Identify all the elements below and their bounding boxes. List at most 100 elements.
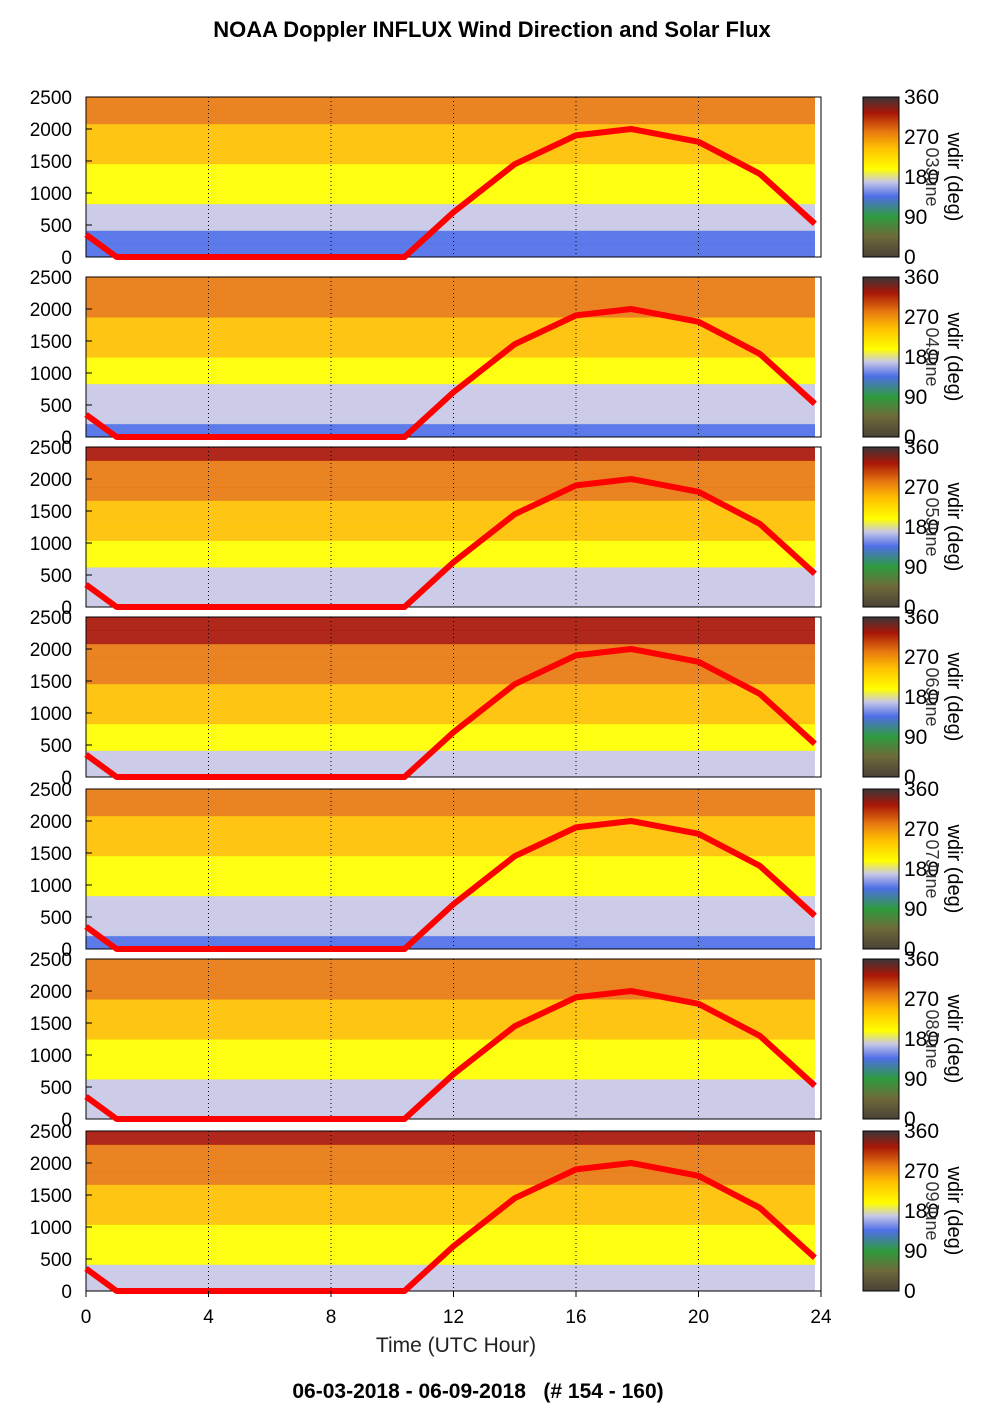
heatmap-band	[86, 959, 815, 973]
colorbar-tick-label: 270	[904, 988, 939, 1011]
day-label: 07June	[922, 839, 942, 898]
heatmap-band	[86, 277, 815, 291]
heatmap-band	[86, 357, 815, 371]
y-tick-label: 0	[61, 768, 72, 789]
heatmap-band	[86, 553, 815, 568]
solar-flux-line	[84, 126, 817, 260]
y-tick-label: 2000	[30, 982, 72, 1003]
colorbar-tick-label: 180	[904, 516, 939, 539]
y-tick-label: 1000	[30, 534, 72, 555]
heatmap-band	[86, 909, 815, 923]
heatmap-band	[86, 1224, 815, 1239]
heatmap-band	[86, 567, 815, 581]
y-tick-label: 1000	[30, 364, 72, 385]
heatmap-band	[86, 922, 815, 937]
solar-flux-line	[84, 476, 817, 610]
y-tick-label: 2500	[30, 268, 72, 289]
heatmap-band	[86, 230, 815, 245]
colorbar-tick-label: 180	[904, 346, 939, 369]
y-tick-label: 1000	[30, 1218, 72, 1239]
y-tick-label: 2500	[30, 780, 72, 801]
colorbar-label: wdir (deg)	[943, 312, 965, 402]
colorbar-tick-label: 180	[904, 686, 939, 709]
colorbar-tick-label: 90	[904, 386, 927, 409]
colorbar-tick-label: 270	[904, 818, 939, 841]
heatmap-band	[86, 750, 815, 765]
heatmap-band	[86, 789, 815, 803]
heatmap-band	[86, 630, 815, 645]
panel-05June: 0 500 1000 1500 2000 2500 0 90 180 270 360 wdir (de…	[30, 436, 965, 619]
y-tick-label: 2000	[30, 120, 72, 141]
solar-flux-line	[84, 306, 817, 440]
heatmap-band	[86, 1197, 815, 1212]
colorbar-label: wdir (deg)	[943, 652, 965, 742]
y-tick-label: 1000	[30, 876, 72, 897]
colorbar-tick-label: 90	[904, 726, 927, 749]
heatmap-band	[86, 203, 815, 218]
y-tick-label: 500	[40, 736, 72, 757]
colorbar-tick-label: 360	[904, 266, 939, 289]
solar-flux-line	[84, 1160, 817, 1294]
solar-flux-line	[84, 988, 817, 1122]
colorbar-tick-label: 0	[904, 766, 916, 789]
y-tick-label: 1500	[30, 152, 72, 173]
heatmap-band	[86, 643, 815, 658]
y-tick-label: 500	[40, 396, 72, 417]
heatmap-band	[86, 460, 815, 475]
heatmap-band	[86, 1039, 815, 1053]
panel-08June: 0 500 1000 1500 2000 2500 0 90 180 270 360 wdir (de…	[30, 948, 965, 1131]
colorbar-tick-label: 0	[904, 246, 916, 269]
y-tick-label: 1500	[30, 1014, 72, 1035]
y-tick-label: 2000	[30, 470, 72, 491]
heatmap-band	[86, 842, 815, 857]
heatmap-band	[86, 737, 815, 751]
heatmap-band	[86, 985, 815, 1000]
colorbar-tick-label: 270	[904, 1160, 939, 1183]
heatmap-band	[86, 290, 815, 305]
colorbar	[862, 276, 900, 438]
colorbar-tick-label: 180	[904, 1200, 939, 1223]
heatmap-band	[86, 163, 815, 178]
heatmap-band	[86, 895, 815, 910]
heatmap-band	[86, 1052, 815, 1067]
heatmap-band	[86, 317, 815, 331]
y-tick-label: 500	[40, 1078, 72, 1099]
colorbar-label: wdir (deg)	[943, 482, 965, 572]
heatmap-band	[86, 1092, 815, 1107]
y-tick-label: 1500	[30, 332, 72, 353]
x-tick-label: 4	[203, 1307, 214, 1328]
colorbar-label: wdir (deg)	[943, 824, 965, 914]
colorbar-tick-label: 90	[904, 1068, 927, 1091]
y-tick-label: 0	[61, 1282, 72, 1303]
y-tick-label: 0	[61, 1110, 72, 1131]
heatmap-band	[86, 540, 815, 555]
colorbar	[862, 616, 900, 778]
y-tick-label: 2500	[30, 950, 72, 971]
y-tick-label: 0	[61, 598, 72, 619]
colorbar	[862, 1130, 900, 1292]
colorbar-tick-label: 90	[904, 206, 927, 229]
heatmap-band	[86, 1264, 815, 1279]
heatmap-band	[86, 97, 815, 111]
panel-06June: 0 500 1000 1500 2000 2500 0 90 180 270 360 wdir (de…	[30, 606, 965, 789]
colorbar-tick-label: 0	[904, 1280, 916, 1303]
y-tick-label: 500	[40, 1250, 72, 1271]
y-tick-label: 1500	[30, 1186, 72, 1207]
heatmap-band	[86, 683, 815, 698]
y-tick-label: 2000	[30, 1154, 72, 1175]
heatmap-band	[86, 670, 815, 685]
heatmap-band	[86, 1065, 815, 1080]
heatmap-band	[86, 580, 815, 595]
heatmap-band	[86, 513, 815, 528]
x-tick-label: 0	[81, 1307, 92, 1328]
heatmap-band	[86, 123, 815, 138]
heatmap-band	[86, 999, 815, 1013]
colorbar-tick-label: 270	[904, 126, 939, 149]
y-tick-label: 1500	[30, 502, 72, 523]
heatmap-band	[86, 882, 815, 897]
colorbar-label: wdir (deg)	[943, 132, 965, 222]
colorbar-tick-label: 270	[904, 646, 939, 669]
heatmap-band	[86, 487, 815, 501]
colorbar-label: wdir (deg)	[943, 994, 965, 1084]
y-tick-label: 1500	[30, 672, 72, 693]
